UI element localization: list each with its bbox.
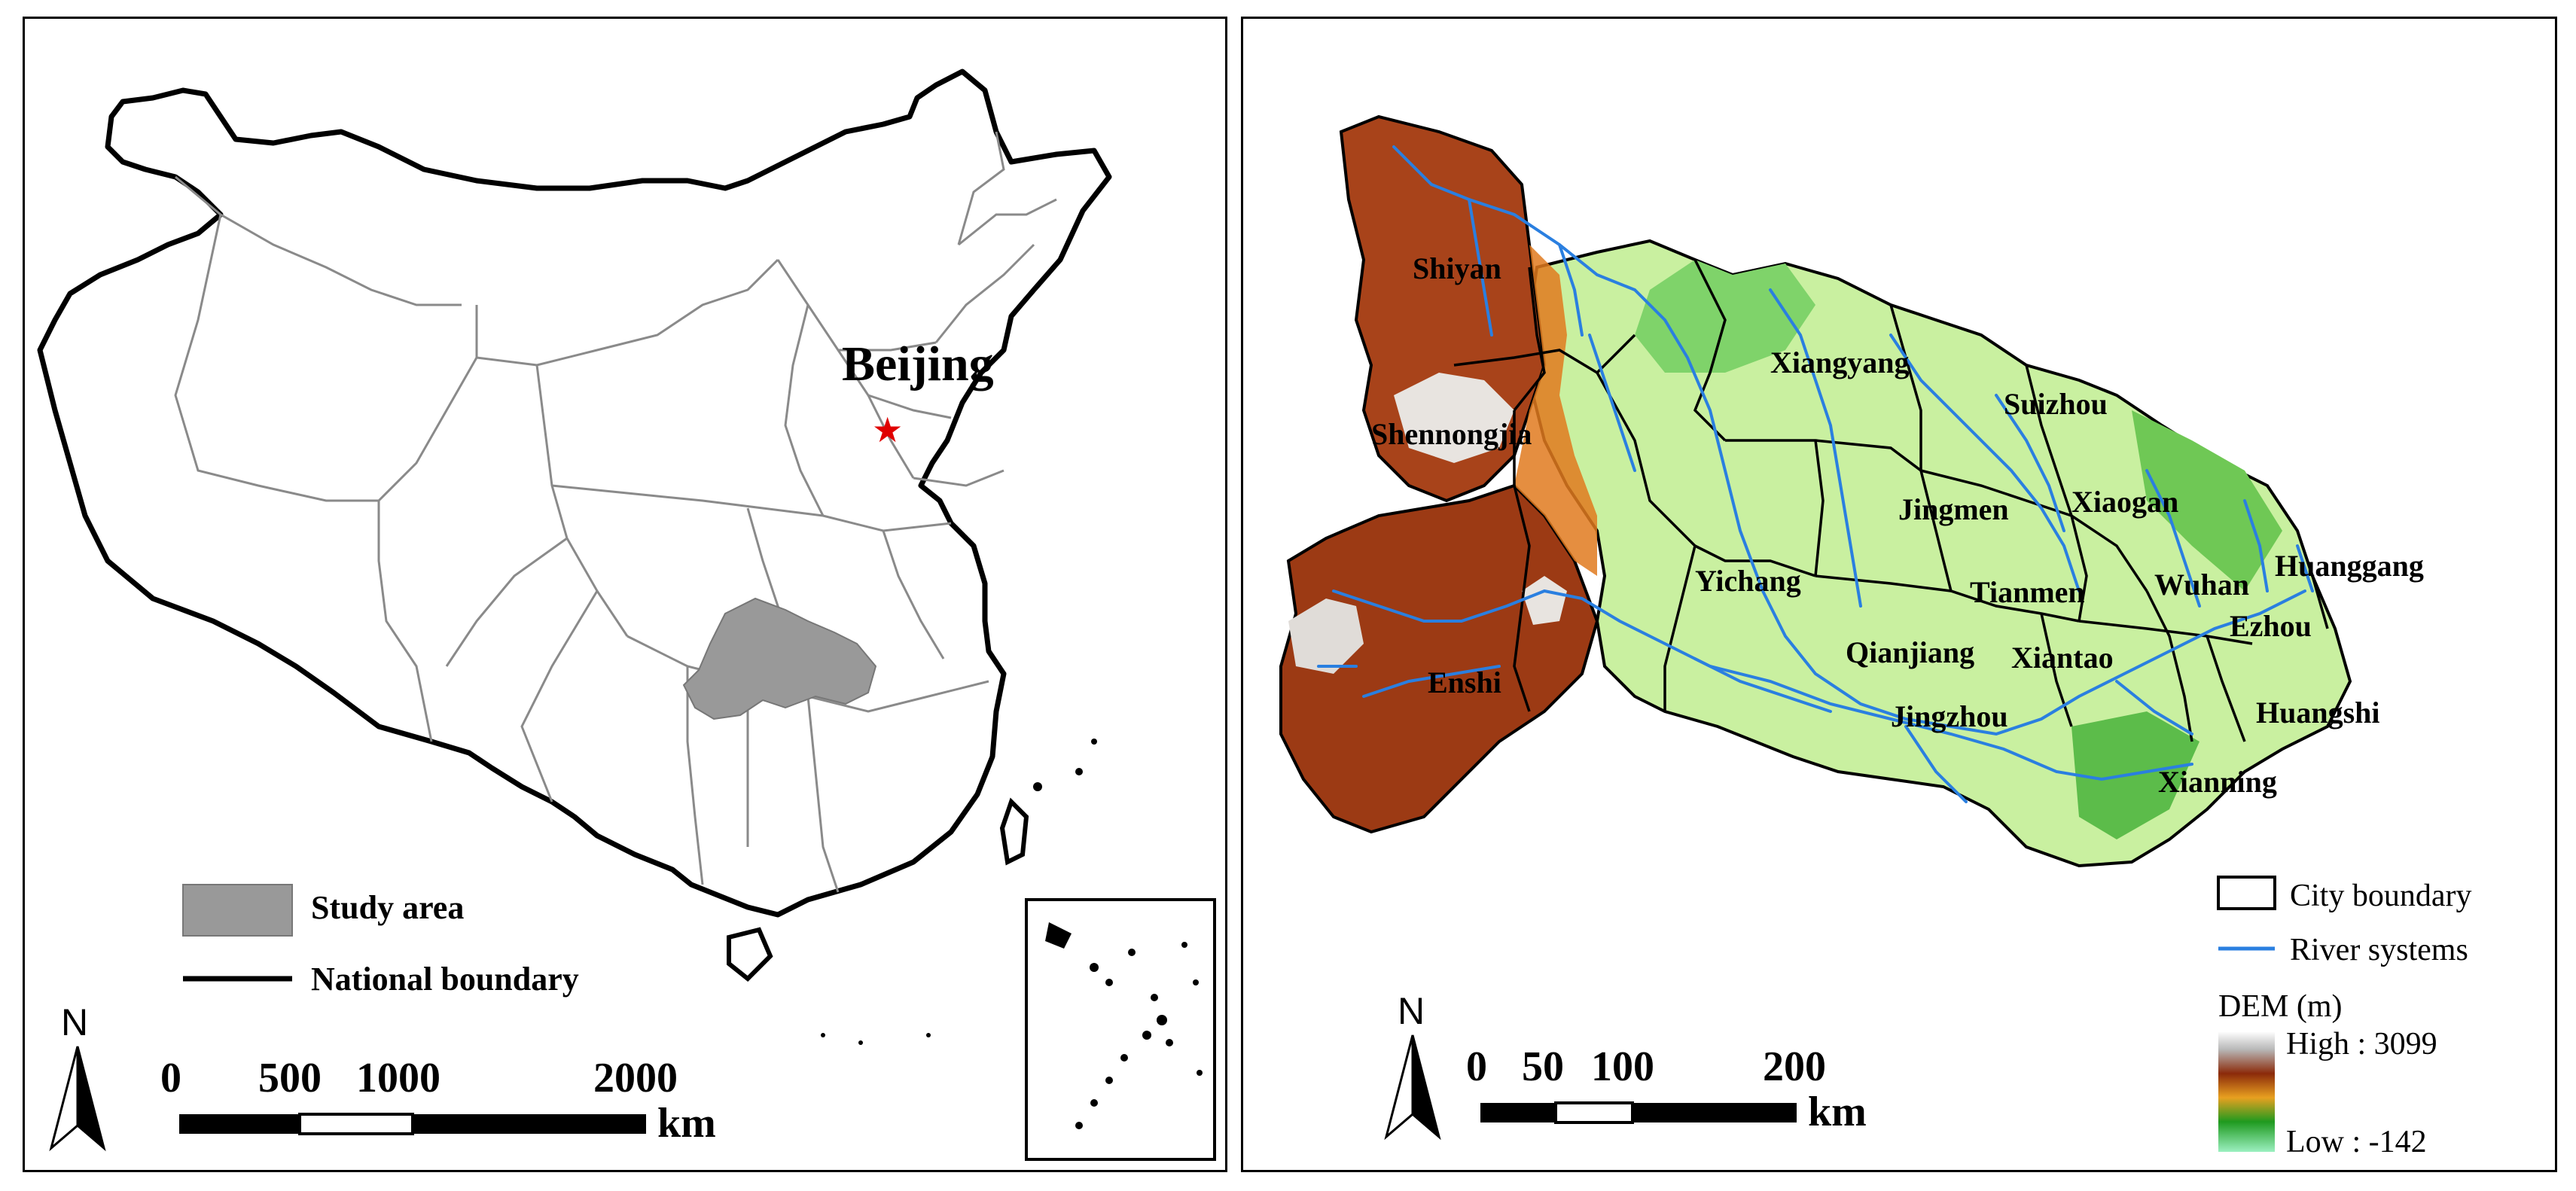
river-systems-legend-label: River systems — [2290, 933, 2468, 967]
south-china-sea-islands — [1045, 922, 1203, 1129]
city-label-shiyan: Shiyan — [1413, 251, 1501, 285]
city-label-suizhou: Suizhou — [2004, 387, 2108, 421]
scale-tick-1000: 1000 — [356, 1055, 441, 1101]
north-arrow-icon: N — [49, 1001, 106, 1152]
capital-star-icon: ★ — [872, 410, 903, 449]
study-area-legend-label: Study area — [311, 889, 464, 926]
dem-legend-low: Low : -142 — [2286, 1125, 2427, 1159]
hubei-transition-band — [1514, 245, 1597, 576]
city-label-qianjiang: Qianjiang — [1846, 635, 1974, 669]
svg-text:N: N — [1398, 990, 1425, 1032]
city-label-xianning: Xianning — [2158, 765, 2277, 799]
city-label-xiangyang: Xiangyang — [1770, 346, 1910, 379]
city-label-enshi: Enshi — [1428, 666, 1501, 699]
hubei-lowland-region — [1528, 239, 2352, 868]
coastal-islands — [821, 739, 1097, 1045]
hubei-green-hills-east — [2132, 410, 2282, 591]
china-overview-map: Beijing ★ Study area National boundary N… — [23, 17, 1227, 1172]
city-label-jingzhou: Jingzhou — [1891, 699, 2008, 733]
hubei-map-canvas: Shiyan Xiangyang Suizhou Shennongjia Jin… — [1279, 114, 2471, 1159]
scale-bar: 0 50 100 200 km — [1466, 1043, 1867, 1135]
city-label-huangshi: Huangshi — [2256, 696, 2380, 730]
study-area-legend-swatch — [182, 884, 293, 937]
dem-legend-high: High : 3099 — [2286, 1027, 2437, 1062]
city-boundary-legend-label: City boundary — [2290, 879, 2471, 913]
city-labels: Shiyan Xiangyang Suizhou Shennongjia Jin… — [1371, 251, 2424, 799]
city-label-yichang: Yichang — [1695, 564, 1801, 598]
scale-tick-0: 0 — [160, 1055, 181, 1101]
hubei-green-hills-southeast — [2071, 711, 2200, 839]
city-label-ezhou: Ezhou — [2230, 609, 2312, 643]
river-systems — [1317, 145, 2314, 803]
hainan-island — [727, 927, 773, 982]
national-boundary-legend-label: National boundary — [311, 961, 579, 998]
dem-color-ramp — [2218, 1031, 2275, 1152]
city-label-tianmen: Tianmen — [1970, 575, 2085, 609]
hubei-high-peaks-yichang — [1522, 576, 1567, 625]
hubei-high-peaks-shennongjia — [1394, 373, 1514, 463]
scale-tick-200: 200 — [1763, 1043, 1826, 1090]
taiwan-island — [999, 797, 1029, 866]
city-label-xiantao: Xiantao — [2011, 641, 2114, 675]
scale-unit: km — [657, 1100, 716, 1147]
capital-label: Beijing — [842, 337, 994, 391]
hubei-dem-map: Shiyan Xiangyang Suizhou Shennongjia Jin… — [1241, 17, 2557, 1172]
scale-tick-100: 100 — [1591, 1043, 1654, 1090]
north-arrow-icon: N — [1384, 990, 1441, 1141]
city-label-huanggang: Huanggang — [2275, 549, 2424, 583]
scale-bar: 0 500 1000 2000 km — [160, 1055, 716, 1147]
city-label-jingmen: Jingmen — [1898, 492, 2009, 526]
scale-tick-50: 50 — [1522, 1043, 1564, 1090]
dem-legend-title: DEM (m) — [2218, 989, 2342, 1024]
city-label-xiaogan: Xiaogan — [2071, 485, 2178, 519]
hubei-mountain-region-southwest — [1279, 483, 1599, 834]
scale-tick-2000: 2000 — [593, 1055, 678, 1101]
hubei-high-peaks-enshi — [1288, 599, 1364, 674]
scale-tick-0: 0 — [1466, 1043, 1487, 1090]
china-map-canvas: Beijing ★ Study area National boundary N… — [37, 69, 1216, 1161]
svg-text:N: N — [61, 1001, 88, 1043]
city-boundary-legend-swatch — [2217, 876, 2276, 910]
city-label-wuhan: Wuhan — [2154, 568, 2249, 602]
scale-unit: km — [1808, 1089, 1867, 1135]
scale-tick-500: 500 — [258, 1055, 322, 1101]
study-area-hubei — [682, 597, 877, 720]
city-label-shennongjia: Shennongjia — [1371, 417, 1532, 451]
city-boundaries — [1453, 259, 2329, 742]
